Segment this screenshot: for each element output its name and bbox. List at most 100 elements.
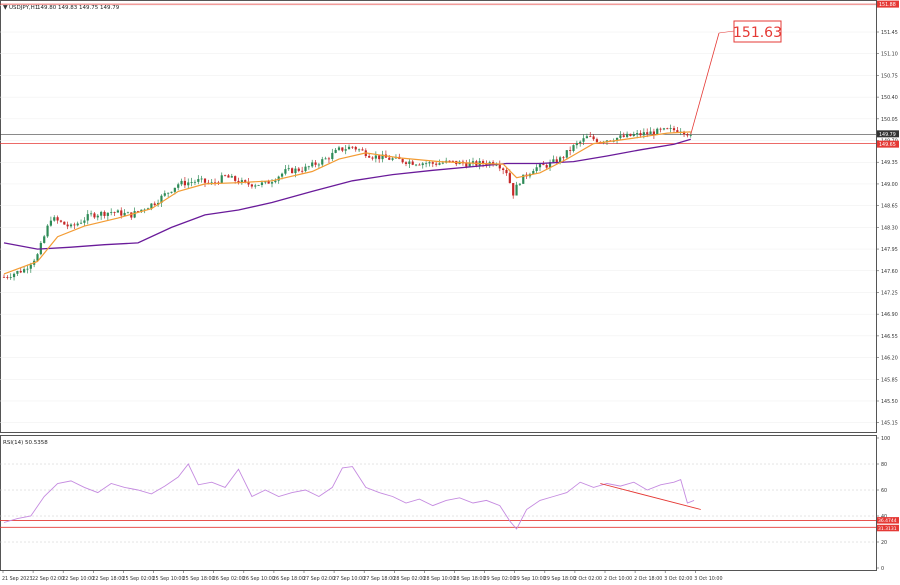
candle-body	[133, 211, 136, 218]
candle-body	[495, 164, 498, 166]
candle-body	[672, 128, 676, 131]
price-tick-label: 149.35	[881, 160, 898, 166]
candle-body	[538, 164, 542, 168]
rsi-level-tag	[877, 524, 899, 532]
candle-body	[79, 222, 83, 224]
candle-body	[451, 160, 454, 162]
candle-body	[358, 149, 361, 151]
candle-body	[626, 133, 629, 137]
candle-body	[331, 152, 334, 160]
candle-body	[615, 137, 619, 141]
time-tick-label: 28 Sep 18:00	[454, 576, 486, 582]
price-tick-label: 150.40	[881, 95, 898, 101]
candle-body	[160, 195, 163, 203]
time-tick-label: 2 Oct 18:00	[634, 576, 662, 582]
rsi-tick-label: 80	[881, 462, 887, 468]
time-tick-label: 29 Sep 18:00	[544, 576, 576, 582]
candle-body	[411, 161, 414, 165]
price-grid	[0, 5, 876, 423]
rsi-series	[3, 463, 701, 530]
candle-body	[66, 224, 69, 227]
candle-body	[280, 173, 284, 177]
candle-body	[247, 181, 250, 185]
candle-body	[381, 154, 384, 160]
candle-body	[260, 182, 264, 185]
target-box	[733, 20, 782, 43]
time-tick-label: 26 Sep 02:00	[213, 576, 245, 582]
candle-body	[83, 220, 86, 223]
candle-body	[337, 147, 341, 150]
candle-body	[559, 157, 562, 163]
candle-body	[59, 220, 63, 222]
candle-body	[659, 128, 662, 130]
rsi-level-tag	[877, 517, 899, 524]
candle-body	[562, 157, 565, 159]
candle-body	[572, 145, 575, 151]
candle-body	[210, 182, 213, 184]
candle-body	[676, 130, 679, 133]
candle-body	[639, 133, 642, 136]
price-tick-label: 145.85	[881, 377, 898, 383]
price-tick-label: 150.05	[881, 117, 898, 123]
candle-body	[468, 162, 471, 167]
candle-body	[401, 159, 404, 163]
candle-body	[629, 133, 632, 136]
candle-body	[220, 175, 223, 184]
candle-body	[140, 209, 143, 212]
candle-body	[646, 132, 649, 134]
candle-body	[287, 168, 290, 170]
candle-body	[311, 162, 314, 167]
time-tick-label: 22 Sep 18:00	[92, 576, 124, 582]
candle-body	[106, 212, 109, 216]
time-tick-label: 26 Sep 18:00	[273, 576, 305, 582]
candle-body	[143, 209, 146, 211]
ohlc-label: 149.80 149.83 149.75 149.79	[37, 5, 120, 11]
candle-body	[146, 208, 150, 210]
candle-body	[512, 183, 515, 196]
time-tick-label: 22 Sep 10:00	[62, 576, 94, 582]
candle-body	[274, 180, 277, 183]
time-tick-label: 2 Oct 02:00	[574, 576, 602, 582]
candle-body	[662, 128, 666, 130]
candle-body	[579, 141, 582, 144]
time-tick-label: 26 Sep 10:00	[243, 576, 275, 582]
time-tick-label: 27 Sep 18:00	[363, 576, 395, 582]
candle-body	[314, 162, 317, 165]
time-tick-label: 25 Sep 10:00	[153, 576, 185, 582]
candle-body	[197, 179, 200, 182]
candle-body	[652, 131, 655, 135]
candle-body	[103, 211, 106, 216]
candle-body	[46, 225, 49, 237]
candle-body	[270, 182, 274, 184]
rsi-tick-label: 40	[881, 514, 887, 520]
candle-body	[555, 159, 558, 163]
candle-body	[378, 155, 381, 160]
dropdown-arrow-icon[interactable]: ▼	[3, 4, 8, 11]
price-panel-frame	[0, 0, 877, 433]
price-levels	[0, 3, 876, 145]
candle-body	[294, 168, 297, 174]
candle-body	[321, 159, 324, 165]
candle-body	[86, 214, 89, 221]
time-tick-label: 2 Oct 10:00	[604, 576, 632, 582]
candle-body	[324, 158, 327, 160]
candle-body	[167, 192, 170, 194]
time-tick-label: 29 Sep 10:00	[514, 576, 546, 582]
candle-body	[193, 181, 197, 183]
candle-body	[240, 180, 243, 184]
candle-body	[264, 181, 267, 183]
rsi-tick-label: 100	[881, 436, 890, 442]
level-price-tag	[877, 140, 899, 148]
candle-body	[465, 163, 468, 167]
candle-body	[368, 156, 371, 158]
candle-body	[12, 273, 16, 278]
candle-body	[441, 162, 444, 164]
candle-body	[203, 178, 207, 183]
candle-body	[545, 165, 548, 168]
price-tick-label: 147.95	[881, 247, 898, 253]
forecast-connector	[718, 30, 735, 34]
rsi-level-tag-label: 36.4744	[878, 518, 897, 524]
candle-body	[227, 175, 230, 178]
current-price-tag	[877, 130, 899, 138]
